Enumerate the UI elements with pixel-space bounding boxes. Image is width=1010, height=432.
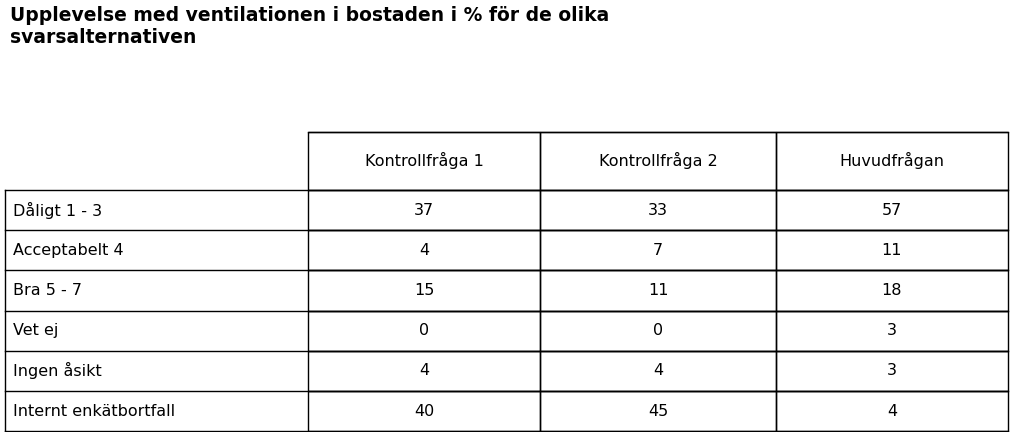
Bar: [308, 230, 540, 270]
Text: 0: 0: [419, 323, 429, 338]
Bar: [776, 351, 1008, 391]
Bar: [308, 132, 540, 190]
Text: Ingen åsikt: Ingen åsikt: [13, 362, 102, 379]
Bar: [540, 132, 776, 190]
Text: 33: 33: [648, 203, 668, 218]
Text: 37: 37: [414, 203, 434, 218]
Text: Kontrollfråga 2: Kontrollfråga 2: [599, 152, 717, 169]
Text: Internt enkätbortfall: Internt enkätbortfall: [13, 403, 176, 419]
Bar: [308, 311, 540, 351]
Bar: [308, 351, 540, 391]
Bar: [308, 391, 540, 431]
Text: 15: 15: [414, 283, 434, 298]
Text: Kontrollfråga 1: Kontrollfråga 1: [365, 152, 484, 169]
Text: 11: 11: [882, 243, 902, 258]
Text: Bra 5 - 7: Bra 5 - 7: [13, 283, 82, 298]
Bar: [776, 270, 1008, 311]
Text: Upplevelse med ventilationen i bostaden i % för de olika
svarsalternativen: Upplevelse med ventilationen i bostaden …: [10, 6, 609, 48]
Bar: [540, 270, 776, 311]
Text: 4: 4: [419, 363, 429, 378]
Text: 7: 7: [652, 243, 664, 258]
Text: 4: 4: [887, 403, 897, 419]
Text: Acceptabelt 4: Acceptabelt 4: [13, 243, 124, 258]
Bar: [776, 230, 1008, 270]
Bar: [540, 311, 776, 351]
Text: Vet ej: Vet ej: [13, 323, 59, 338]
Bar: [540, 351, 776, 391]
Bar: [308, 270, 540, 311]
Text: 4: 4: [419, 243, 429, 258]
Text: 4: 4: [652, 363, 664, 378]
Bar: [540, 230, 776, 270]
Text: 11: 11: [647, 283, 669, 298]
Text: 3: 3: [887, 323, 897, 338]
Text: 45: 45: [647, 403, 669, 419]
Bar: [308, 190, 540, 230]
Text: 18: 18: [882, 283, 902, 298]
Text: Dåligt 1 - 3: Dåligt 1 - 3: [13, 202, 102, 219]
Text: 0: 0: [652, 323, 664, 338]
Bar: [540, 190, 776, 230]
Text: 3: 3: [887, 363, 897, 378]
Bar: [776, 190, 1008, 230]
Bar: [776, 132, 1008, 190]
Bar: [776, 311, 1008, 351]
Text: 57: 57: [882, 203, 902, 218]
Bar: [540, 391, 776, 431]
Text: Huvudfrågan: Huvudfrågan: [839, 152, 944, 169]
Text: 40: 40: [414, 403, 434, 419]
Bar: [776, 391, 1008, 431]
